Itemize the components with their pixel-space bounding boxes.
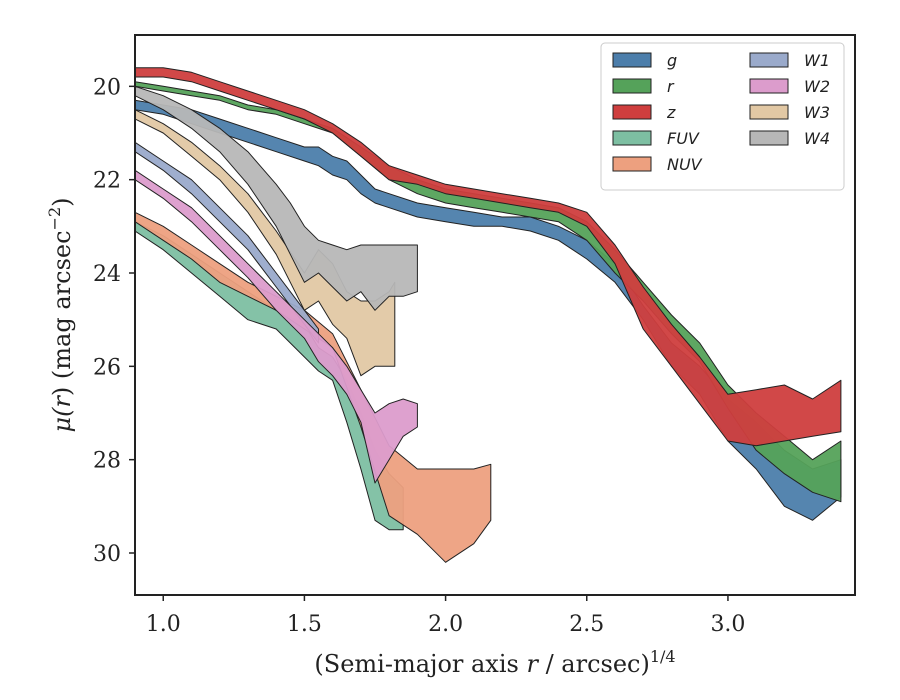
band-w2 (135, 169, 418, 484)
y-tick-label: 26 (93, 355, 121, 380)
x-axis-label-var: r (526, 650, 539, 678)
y-axis-label-var: r (48, 395, 76, 408)
band-w3 (135, 109, 396, 377)
x-axis-label-mid: / arcsec) (538, 650, 650, 678)
y-tick-label: 30 (93, 542, 121, 567)
y-axis-label-suffix: ) (48, 197, 76, 206)
legend-swatch-fuv (612, 130, 652, 146)
y-axis: 20 22 24 26 28 30 (93, 75, 135, 567)
x-tick-label: 1.5 (287, 612, 322, 637)
legend-label-w3: W3 (804, 103, 830, 122)
legend: grz FUV NUV W1 W2 W3 W4 (600, 42, 845, 191)
x-tick-label: 3.0 (710, 612, 745, 637)
x-tick-label: 2.5 (569, 612, 604, 637)
legend-label-fuv: FUV (667, 129, 700, 148)
plot-frame (134, 34, 856, 596)
legend-swatch-w2 (749, 78, 789, 94)
legend-label-g: g (667, 51, 677, 70)
legend-swatch-r (612, 78, 652, 94)
y-tick-label: 22 (93, 169, 121, 194)
x-axis-label-prefix: (Semi-major axis (314, 650, 526, 678)
legend-swatch-w4 (749, 130, 789, 146)
legend-label-z: z (666, 103, 676, 122)
legend-swatch-nuv (612, 156, 652, 172)
band-w4 (135, 85, 418, 311)
legend-swatch-g (612, 52, 652, 68)
x-tick-label: 2.0 (428, 612, 463, 637)
legend-swatch-z (612, 104, 652, 120)
band-z (135, 67, 842, 447)
legend-label-w2: W2 (804, 77, 830, 96)
y-axis-label: μ(r) (mag arcsec−2) (45, 197, 76, 432)
legend-swatch-w1 (749, 52, 789, 68)
data-bands (135, 67, 842, 563)
x-axis-label: (Semi-major axis r / arcsec)1/4 (314, 647, 675, 678)
legend-label-w4: W4 (804, 129, 830, 148)
y-axis-label-sup: −2 (45, 207, 64, 231)
legend-label-r: r (667, 77, 675, 96)
y-tick-label: 20 (93, 75, 121, 100)
y-axis-label-mid: ) (mag arcsec (48, 230, 76, 396)
legend-label-w1: W1 (804, 51, 830, 70)
x-axis: 1.0 1.5 2.0 2.5 3.0 (146, 595, 745, 637)
legend-swatch-w3 (749, 104, 789, 120)
y-tick-label: 24 (93, 262, 121, 287)
x-axis-label-sup: 1/4 (650, 647, 676, 666)
y-axis-label-prefix: μ( (48, 407, 76, 433)
x-tick-label: 1.0 (146, 612, 181, 637)
legend-label-nuv: NUV (667, 155, 703, 174)
y-tick-label: 28 (93, 449, 121, 474)
